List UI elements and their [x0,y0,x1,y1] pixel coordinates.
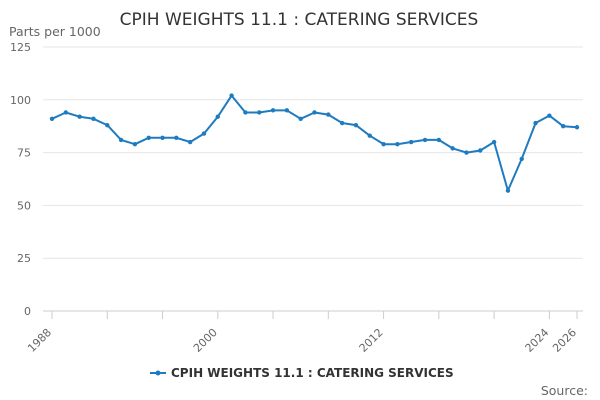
legend-label[interactable]: CPIH WEIGHTS 11.1 : CATERING SERVICES [171,366,454,380]
data-point [547,113,552,118]
data-point [436,137,442,143]
data-point [422,137,428,143]
data-point [367,133,372,138]
x-tick-label: 1988 [25,326,54,355]
data-point [478,148,483,153]
data-point [160,135,165,141]
data-point [174,135,179,141]
legend[interactable]: CPIH WEIGHTS 11.1 : CATERING SERVICES [150,366,454,380]
data-point [187,139,193,145]
data-point [132,141,138,147]
x-tick-label: 2000 [191,326,220,355]
data-point [464,150,469,155]
data-point [215,114,220,119]
data-point [270,108,276,113]
data-point [381,141,386,147]
data-point [505,188,511,193]
data-point [229,93,234,98]
data-point [257,110,262,115]
legend-marker [155,370,161,376]
data-point [450,146,455,151]
data-point [49,116,55,122]
y-tick-label: 75 [17,147,31,160]
y-tick-label: 100 [10,94,31,107]
y-tick-label: 25 [17,252,31,265]
data-point [353,122,359,128]
gridlines [43,46,583,312]
data-point [298,116,303,122]
y-tick-label: 0 [24,305,31,318]
data-point [243,110,248,115]
x-tick-label: 2012 [357,326,386,355]
data-point [326,112,331,117]
data-point [63,110,69,115]
y-tick-label: 50 [17,199,31,212]
y-axis-ticks: 0 25 50 75 100 125 [10,41,31,318]
x-tick-label: 2024 [522,326,551,355]
data-point [91,116,96,122]
data-point [395,141,400,147]
data-point [201,131,207,136]
data-point [118,137,124,143]
series-line [51,94,578,192]
data-point [491,139,497,145]
data-point [77,114,82,119]
data-point [146,135,151,141]
data-point [574,125,580,130]
data-point [409,139,414,145]
data-point [519,156,524,162]
data-point [339,120,345,126]
y-tick-label: 125 [10,41,31,54]
data-point [105,122,110,128]
source-label: Source: [541,383,588,398]
series-layer [49,93,580,193]
x-tick-label: 2026 [550,326,579,355]
chart-title: CPIH WEIGHTS 11.1 : CATERING SERVICES [120,10,479,30]
data-point [533,120,538,126]
data-point [560,124,566,129]
y-axis-label: Parts per 1000 [9,24,101,39]
data-point [312,110,317,115]
data-point [284,108,290,113]
